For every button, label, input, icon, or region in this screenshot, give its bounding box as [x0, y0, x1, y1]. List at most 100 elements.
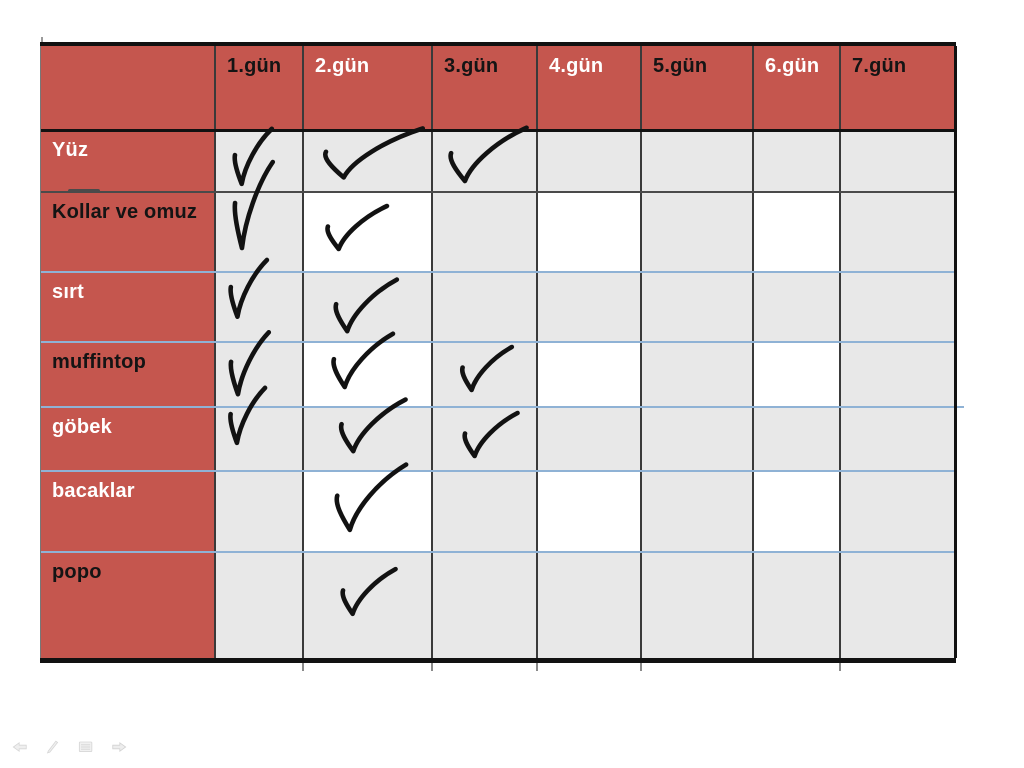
ink-checkmark: [230, 125, 275, 189]
day-cell: [432, 471, 537, 552]
day-cell: [840, 272, 956, 342]
slide-menu-icon[interactable]: [76, 737, 96, 757]
row-separator-line-blue: [40, 406, 964, 408]
day-cell: [432, 272, 537, 342]
next-slide-arrow-icon[interactable]: [109, 737, 129, 757]
presenter-toolbar: [10, 737, 129, 757]
day-cell: [840, 342, 956, 407]
day-cell: [641, 192, 753, 272]
column-separator-line: [752, 46, 754, 658]
row-label: Kollar ve omuz: [40, 192, 215, 272]
day-cell: [303, 192, 432, 272]
ink-checkmark: [226, 328, 272, 400]
day-cell: [753, 272, 840, 342]
column-tick-mark: [536, 663, 538, 671]
column-separator-line: [431, 46, 433, 658]
ink-checkmark: [456, 344, 516, 394]
day-cell: [753, 471, 840, 552]
row-label: sırt: [40, 272, 215, 342]
ink-checkmark: [226, 384, 268, 448]
ink-checkmark: [226, 256, 270, 322]
column-header: 7.gün: [840, 46, 956, 130]
day-cell: [641, 272, 753, 342]
column-separator-line: [839, 46, 841, 658]
day-cell: [753, 192, 840, 272]
column-header: 3.gün: [432, 46, 537, 130]
day-cell: [641, 130, 753, 192]
ink-checkmark: [320, 203, 392, 253]
row-separator-line-blue: [40, 341, 956, 343]
day-cell: [432, 552, 537, 658]
day-cell: [641, 342, 753, 407]
column-header: 1.gün: [215, 46, 303, 130]
day-cell: [432, 192, 537, 272]
column-tick-mark: [839, 663, 841, 671]
day-cell: [641, 407, 753, 471]
column-separator-line: [214, 46, 216, 658]
table-right-border: [954, 46, 957, 658]
pen-tool-icon[interactable]: [43, 737, 63, 757]
day-cell: [303, 407, 432, 471]
day-cell: [303, 130, 432, 192]
ink-checkmark: [458, 410, 522, 460]
ink-checkmark: [326, 330, 398, 392]
column-header: 6.gün: [753, 46, 840, 130]
day-cell: [537, 192, 641, 272]
day-cell: [641, 552, 753, 658]
row-label: bacaklar: [40, 471, 215, 552]
day-cell: [537, 272, 641, 342]
day-cell: [215, 471, 303, 552]
column-separator-line: [640, 46, 642, 658]
ink-checkmark: [313, 125, 431, 182]
day-cell: [753, 342, 840, 407]
day-cell: [215, 552, 303, 658]
row-label: göbek: [40, 407, 215, 471]
ink-smudge: [68, 189, 100, 193]
ink-checkmark: [441, 124, 533, 186]
weekly-care-table: 1.gün 2.gün 3.gün 4.gün 5.gün 6.gün 7.gün Yüz Ko…: [40, 42, 964, 671]
table-left-border: [40, 46, 41, 658]
day-cell: [840, 130, 956, 192]
day-cell: [840, 471, 956, 552]
table-bottom-border: [40, 658, 956, 663]
row-separator-line: [40, 191, 956, 193]
column-tick-mark: [302, 663, 304, 671]
column-tick-mark: [640, 663, 642, 671]
ink-checkmark: [230, 156, 276, 256]
day-cell: [537, 130, 641, 192]
column-tick-mark: [431, 663, 433, 671]
column-header: 4.gün: [537, 46, 641, 130]
day-cell: [303, 552, 432, 658]
day-cell: [753, 407, 840, 471]
corner-cell: [40, 46, 215, 130]
row-separator-line-blue: [40, 551, 956, 553]
ink-checkmark: [333, 396, 411, 456]
row-label: muffintop: [40, 342, 215, 407]
row-separator-line-blue: [40, 271, 956, 273]
day-cell: [303, 272, 432, 342]
column-separator-line: [536, 46, 538, 658]
day-cell: [303, 471, 432, 552]
day-cell: [840, 552, 956, 658]
row-label: Yüz: [40, 130, 215, 192]
day-cell: [537, 342, 641, 407]
ink-checkmark: [328, 460, 412, 536]
row-label: popo: [40, 552, 215, 658]
day-cell: [215, 272, 303, 342]
day-cell: [641, 471, 753, 552]
table-top-border: [40, 42, 956, 46]
day-cell: [215, 192, 303, 272]
column-separator-line: [302, 46, 304, 658]
column-header: 2.gün: [303, 46, 432, 130]
day-cell: [753, 130, 840, 192]
day-cell: [840, 407, 956, 471]
previous-slide-arrow-icon[interactable]: [10, 737, 30, 757]
day-cell: [753, 552, 840, 658]
day-cell: [537, 552, 641, 658]
ink-checkmark: [336, 566, 400, 618]
day-cell: [432, 342, 537, 407]
day-cell: [537, 407, 641, 471]
slide-edge-tick: [41, 37, 43, 46]
ink-checkmark: [328, 276, 402, 336]
